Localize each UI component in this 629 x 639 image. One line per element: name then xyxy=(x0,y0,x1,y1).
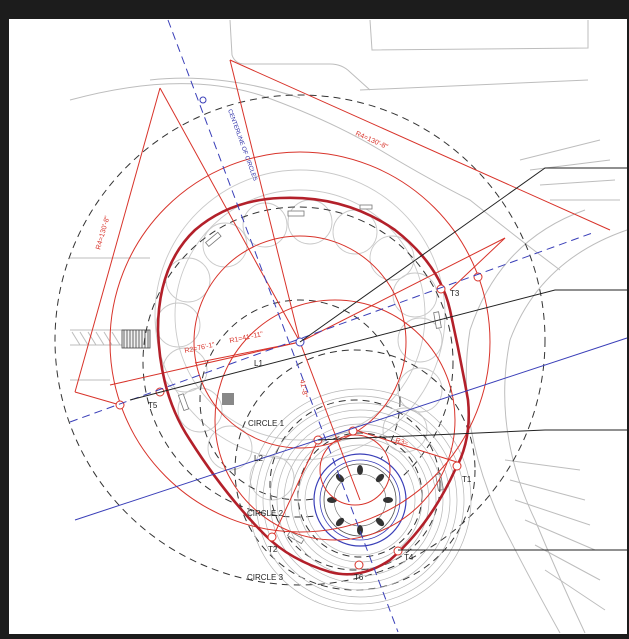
label-circle3: CIRCLE 3 xyxy=(247,573,284,582)
bench-rects xyxy=(177,204,444,545)
gray-square-marker xyxy=(222,393,234,405)
label-t6: T6 xyxy=(354,573,364,582)
red-construction-circles xyxy=(109,151,491,541)
label-t4: T4 xyxy=(404,553,414,562)
label-t1: T1 xyxy=(462,475,472,484)
stair-block xyxy=(121,329,151,349)
label-t2: T2 xyxy=(268,545,278,554)
blue-axis-lines xyxy=(69,19,628,633)
frame-inner-paper xyxy=(9,19,627,634)
dashed-construction-circles xyxy=(54,94,546,591)
axis-top-marker xyxy=(199,96,207,104)
label-l2: L2 xyxy=(254,454,263,463)
dim-axis-mid: 41'-8" xyxy=(298,379,308,398)
label-t3: T3 xyxy=(450,289,460,298)
leader-lines xyxy=(129,167,627,551)
label-t5: T5 xyxy=(148,401,158,410)
red-dimension-lines xyxy=(74,59,611,538)
dim-r3: R3= xyxy=(394,437,409,448)
label-l1: L1 xyxy=(254,359,263,368)
label-circle1: CIRCLE 1 xyxy=(248,419,285,428)
background-site-lines xyxy=(69,19,628,634)
label-circle2: CIRCLE 2 xyxy=(247,509,284,518)
